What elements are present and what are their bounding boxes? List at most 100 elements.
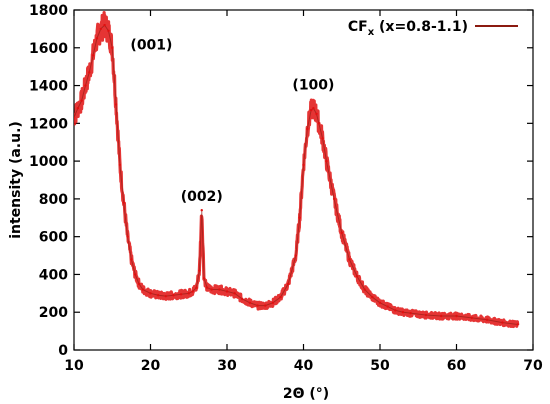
y-tick-label: 800 — [39, 192, 68, 208]
data-point — [306, 127, 309, 131]
data-point — [248, 301, 252, 304]
data-point — [241, 297, 244, 301]
y-tick-label: 1000 — [29, 154, 68, 170]
data-point — [264, 304, 267, 307]
x-tick-label: 70 — [523, 358, 543, 374]
data-point — [455, 314, 458, 318]
data-point — [424, 313, 428, 317]
data-point — [137, 282, 141, 286]
data-point — [187, 292, 190, 295]
data-point — [205, 286, 209, 289]
data-point — [309, 108, 313, 112]
data-point — [141, 288, 145, 291]
series — [74, 11, 520, 329]
data-point — [107, 29, 110, 32]
peak-annotation: (002) — [181, 189, 223, 205]
x-tick-label: 20 — [141, 358, 161, 374]
data-point — [348, 258, 351, 261]
y-tick-label: 400 — [39, 267, 68, 283]
data-point — [340, 231, 343, 235]
series-line — [74, 24, 518, 325]
data-point — [210, 288, 213, 291]
data-point — [88, 71, 91, 74]
data-point — [363, 288, 366, 291]
data-point — [516, 323, 519, 326]
x-tick-label: 40 — [294, 358, 314, 374]
data-point — [84, 84, 87, 87]
data-point — [371, 295, 374, 299]
y-tick-label: 1400 — [29, 79, 68, 95]
peak-annotation: (001) — [130, 38, 172, 54]
data-point — [279, 295, 282, 299]
data-point — [317, 122, 320, 125]
y-tick-label: 0 — [58, 343, 68, 359]
data-point — [325, 159, 328, 163]
data-point — [76, 107, 80, 110]
data-point — [302, 163, 305, 167]
series-line-noise — [74, 11, 520, 329]
data-point — [122, 201, 125, 204]
data-point — [80, 99, 83, 102]
data-point — [256, 304, 259, 307]
data-point — [298, 216, 301, 219]
data-point — [191, 290, 194, 293]
data-point — [99, 27, 102, 31]
data-point — [332, 197, 336, 201]
data-point — [114, 103, 118, 106]
data-point — [312, 107, 315, 110]
y-tick-label: 1200 — [29, 116, 68, 132]
annotations: (001) (002) (100) — [130, 38, 334, 205]
x-tick-label: 30 — [217, 358, 237, 374]
data-point — [74, 116, 76, 119]
data-point — [409, 311, 412, 315]
data-point — [156, 294, 160, 297]
y-tick-label: 200 — [39, 305, 68, 321]
data-point — [103, 23, 106, 27]
data-point — [501, 321, 504, 324]
axes: 10 20 30 40 50 60 70 0 200 400 600 800 1000 1200 1400 1… — [29, 3, 543, 374]
data-point — [111, 46, 114, 49]
data-point — [355, 275, 359, 278]
data-point — [386, 305, 389, 308]
data-point — [321, 137, 324, 140]
data-point — [95, 37, 99, 40]
data-point — [294, 254, 298, 257]
data-point — [394, 309, 397, 312]
data-point — [164, 294, 167, 298]
data-point — [172, 294, 175, 297]
data-point — [287, 282, 290, 286]
data-point — [233, 292, 236, 295]
data-point — [134, 273, 137, 276]
y-tick-label: 1800 — [29, 3, 68, 19]
x-tick-label: 60 — [447, 358, 467, 374]
x-tick-label: 50 — [370, 358, 390, 374]
data-point — [378, 301, 382, 304]
data-point — [198, 269, 201, 272]
data-point — [91, 54, 95, 57]
data-point — [218, 288, 221, 291]
data-point — [401, 311, 405, 314]
legend-label: CFx (x=0.8-1.1) — [348, 19, 468, 38]
data-point — [195, 286, 198, 289]
data-point — [225, 290, 229, 293]
data-point — [271, 301, 275, 304]
data-point — [202, 277, 206, 280]
y-tick-label: 1600 — [29, 41, 68, 57]
data-point — [179, 293, 183, 296]
data-point — [118, 163, 122, 167]
data-point — [470, 316, 473, 320]
data-point — [315, 112, 318, 116]
legend: CFx (x=0.8-1.1) — [348, 19, 518, 38]
peak-annotation: (100) — [292, 77, 334, 93]
data-point — [149, 292, 152, 295]
y-tick-label: 600 — [39, 230, 68, 246]
data-point — [485, 318, 489, 321]
data-point — [130, 258, 133, 261]
x-tick-label: 10 — [64, 358, 84, 374]
data-point — [440, 314, 443, 318]
y-axis-label: intensity (a.u.) — [8, 121, 24, 239]
data-point — [200, 209, 203, 212]
data-point — [126, 235, 129, 238]
x-axis-label: 2Θ (°) — [283, 386, 329, 402]
